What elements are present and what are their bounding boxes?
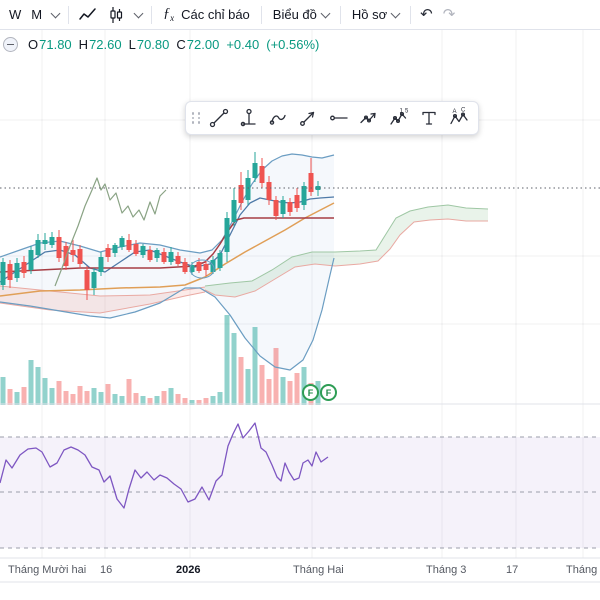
undo-button[interactable]: ↶ bbox=[415, 3, 438, 27]
tool-brush[interactable] bbox=[264, 104, 294, 132]
tool-vertical-line[interactable] bbox=[234, 104, 264, 132]
timeframe-menu-button[interactable] bbox=[47, 3, 64, 27]
profile-menu-label: Hồ sơ bbox=[351, 7, 388, 22]
event-badge-f[interactable]: F bbox=[320, 384, 337, 401]
low-value: 70.80 bbox=[136, 36, 170, 52]
arrow-icon bbox=[300, 111, 315, 126]
legend-collapse-button[interactable] bbox=[3, 36, 18, 52]
open-label: O bbox=[28, 36, 39, 52]
chevron-down-icon bbox=[390, 8, 401, 18]
horizontal-ray-icon bbox=[330, 115, 348, 121]
svg-text:1: 1 bbox=[400, 109, 404, 115]
time-axis-label: 16 bbox=[100, 564, 113, 576]
time-axis-label: Tháng 4 bbox=[566, 564, 600, 576]
redo-button[interactable]: ↷ bbox=[438, 3, 461, 27]
profile-menu-button[interactable]: Hồ sơ bbox=[345, 3, 406, 27]
chevron-down-icon bbox=[50, 8, 61, 18]
chevron-down-icon bbox=[320, 8, 331, 18]
close-label: C bbox=[176, 36, 186, 52]
indicators-button[interactable]: ƒx Các chỉ báo bbox=[156, 3, 257, 27]
line-chart-icon bbox=[79, 8, 96, 20]
high-value: 72.60 bbox=[89, 36, 122, 52]
change-percent: (+0.56%) bbox=[266, 36, 320, 52]
tool-trend-line[interactable] bbox=[204, 104, 234, 132]
undo-icon: ↶ bbox=[420, 6, 433, 23]
tool-polyline[interactable] bbox=[354, 104, 384, 132]
trend-line-icon bbox=[209, 108, 229, 128]
text-tool-icon bbox=[422, 111, 436, 125]
tool-text[interactable] bbox=[414, 104, 444, 132]
time-axis[interactable]: Tháng Mười hai 16 2026 Tháng Hai Tháng 3… bbox=[0, 558, 600, 582]
low-label: L bbox=[128, 36, 136, 52]
timeframe-monthly-button[interactable]: M bbox=[26, 3, 47, 27]
timeframe-weekly-button[interactable]: W bbox=[4, 3, 26, 27]
time-axis-label: Tháng Mười hai bbox=[8, 564, 87, 576]
toolbar-divider bbox=[151, 5, 153, 24]
toolbar-divider bbox=[339, 5, 341, 24]
chart-menu-label: Biểu đồ bbox=[272, 7, 317, 22]
toolbar-divider bbox=[68, 5, 70, 24]
tool-arrow[interactable] bbox=[294, 104, 324, 132]
ohlc-legend: O 71.80 H 72.60 L 70.80 C 72.00 +0.40 (+0.56… bbox=[3, 35, 319, 53]
time-axis-label: 2026 bbox=[176, 564, 201, 576]
brush-icon bbox=[269, 114, 286, 125]
high-label: H bbox=[78, 36, 89, 52]
indicators-label: Các chỉ báo bbox=[181, 7, 250, 22]
chart-type-menu-button[interactable] bbox=[130, 3, 147, 27]
time-axis-label: Tháng Hai bbox=[293, 564, 344, 576]
candle-chart-type-button[interactable] bbox=[102, 3, 130, 27]
candles-icon bbox=[110, 6, 123, 23]
open-value: 71.80 bbox=[39, 36, 72, 52]
chart-menu-button[interactable]: Biểu đồ bbox=[266, 3, 336, 27]
minus-icon bbox=[7, 43, 14, 45]
vertical-line-icon bbox=[240, 108, 256, 127]
chevron-down-icon bbox=[133, 8, 144, 18]
fx-icon: ƒx bbox=[163, 6, 175, 23]
close-value: 72.00 bbox=[186, 36, 220, 52]
redo-icon: ↷ bbox=[442, 6, 456, 23]
time-axis-label: Tháng 3 bbox=[426, 564, 467, 576]
event-badge-f[interactable]: F bbox=[302, 384, 319, 401]
svg-text:C: C bbox=[461, 108, 466, 114]
toolbar-divider bbox=[260, 5, 262, 24]
tool-horizontal-ray[interactable] bbox=[324, 104, 354, 132]
change-value: +0.40 bbox=[226, 36, 260, 52]
line-chart-type-button[interactable] bbox=[73, 3, 102, 27]
toolbar-divider bbox=[410, 5, 412, 24]
svg-text:A: A bbox=[453, 109, 457, 115]
drag-handle-icon[interactable] bbox=[190, 109, 202, 127]
polyline-icon bbox=[360, 112, 376, 124]
svg-text:5: 5 bbox=[405, 109, 409, 115]
top-toolbar: W M ƒx Các chỉ báo Biểu đồ Hồ sơ bbox=[0, 0, 600, 30]
time-axis-label: 17 bbox=[506, 564, 519, 576]
